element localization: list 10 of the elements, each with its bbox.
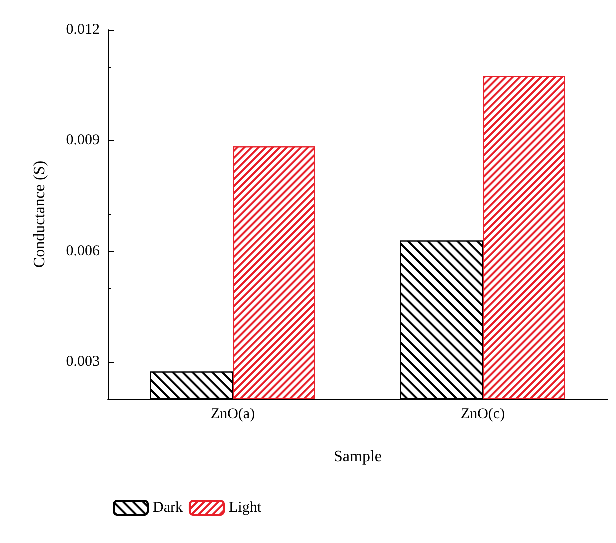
y-axis-title: Conductance (S): [32, 160, 48, 268]
x-tick-label: ZnO(a): [210, 406, 256, 422]
legend-label: Light: [228, 500, 262, 516]
y-tick-label: 0.012: [66, 22, 100, 38]
y-tick-label: 0.006: [66, 243, 100, 260]
x-axis-title: Sample: [334, 448, 382, 466]
y-tick-label: 0.003: [66, 354, 100, 370]
x-tick-label: ZnO(c): [460, 406, 506, 422]
legend-label: Dark: [153, 500, 184, 516]
y-tick-label: 0.009: [66, 132, 100, 149]
